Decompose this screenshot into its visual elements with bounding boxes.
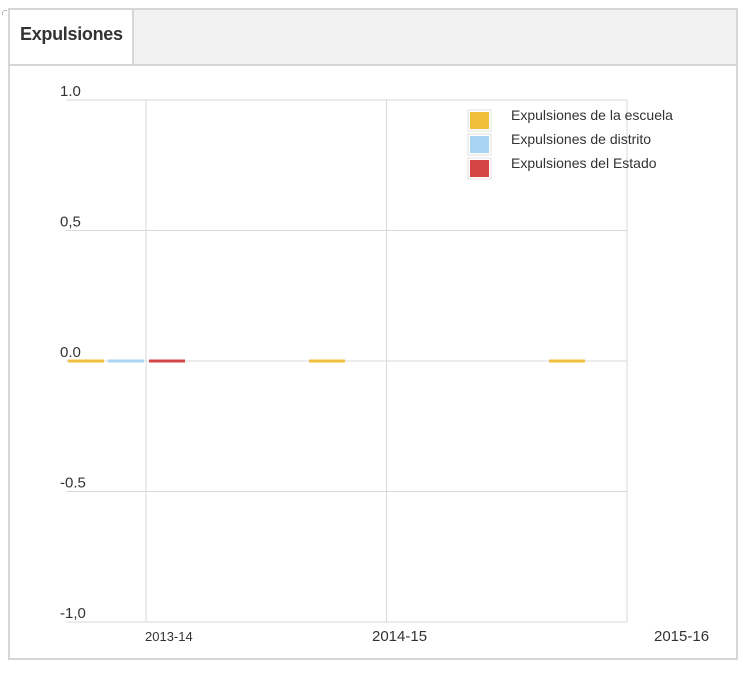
- y-tick-label: 1.0: [60, 83, 81, 100]
- bar: [549, 359, 585, 363]
- bar: [309, 359, 345, 363]
- bar: [68, 359, 104, 363]
- legend-label: Expulsiones de la escuela: [511, 107, 673, 123]
- y-tick-label: -1,0: [60, 605, 86, 622]
- x-tick-label: 2014-15: [372, 628, 427, 645]
- x-tick-label: 2013-14: [145, 629, 193, 644]
- y-tick-label: 0,5: [60, 214, 81, 231]
- y-tick-label: 0.0: [60, 344, 81, 361]
- bar: [149, 359, 185, 363]
- corner-mark-icon: [2, 10, 7, 15]
- legend-label: Expulsiones del Estado: [511, 155, 657, 171]
- legend-swatch: [470, 136, 489, 153]
- panel-title: Expulsiones: [20, 24, 123, 44]
- panel-tab[interactable]: Expulsiones: [10, 10, 134, 64]
- legend-swatch: [470, 112, 489, 129]
- y-tick-label: -0.5: [60, 475, 86, 492]
- x-tick-label: 2015-16: [654, 628, 709, 645]
- panel-header: Expulsiones: [10, 10, 736, 66]
- legend-label: Expulsiones de distrito: [511, 131, 651, 147]
- bar: [108, 359, 144, 363]
- legend-swatch: [470, 160, 489, 177]
- expulsions-panel: Expulsiones: [8, 8, 738, 660]
